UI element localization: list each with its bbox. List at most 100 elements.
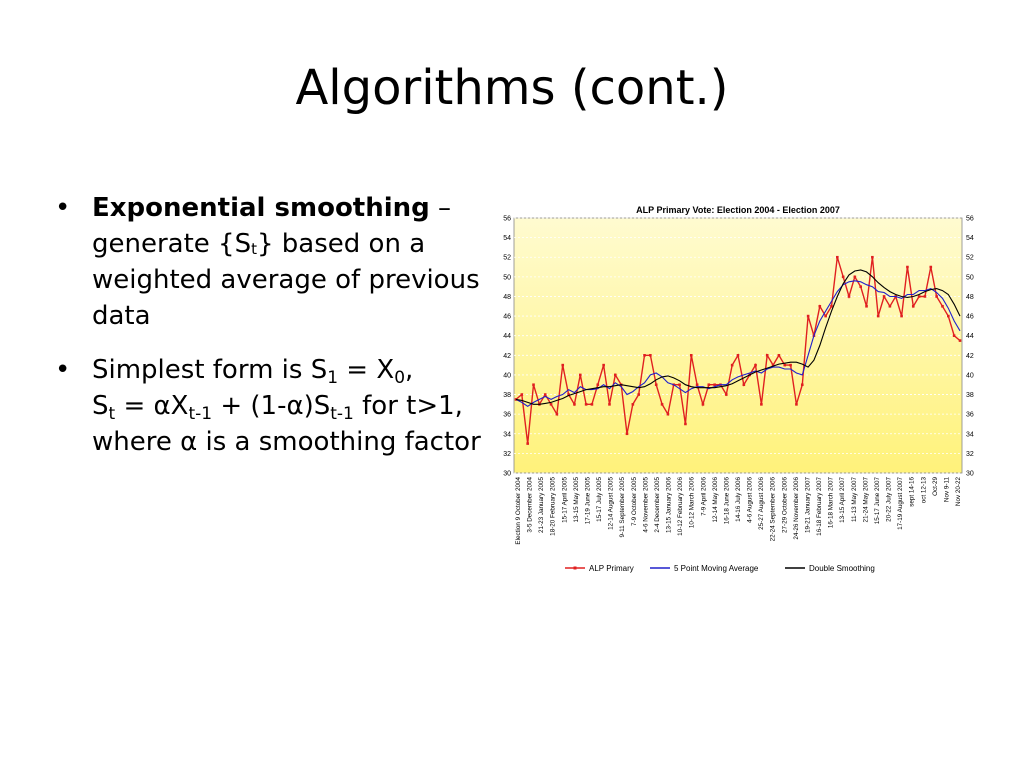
y-tick-label: 54 (966, 235, 974, 242)
bullet-text: S (92, 391, 109, 421)
data-point (760, 403, 763, 406)
x-tick-label: 12-14 August 2005 (608, 477, 615, 530)
data-point (911, 304, 915, 308)
x-tick-label: Nov 9-11 (943, 477, 950, 503)
x-tick-label: 27-29 October 2006 (781, 477, 788, 534)
x-tick-label: oct 12-13 (920, 477, 927, 504)
y-tick-label: 56 (503, 216, 511, 223)
x-tick-label: 13-15 May 2005 (573, 477, 580, 523)
y-tick-label: 30 (966, 471, 974, 478)
x-tick-label: 4-6 November 2005 (642, 477, 649, 533)
legend-marker (573, 566, 577, 570)
subscript: t-1 (330, 404, 354, 424)
y-tick-label: 36 (966, 412, 974, 419)
data-point (935, 295, 938, 298)
series-lines (514, 255, 962, 445)
y-axis-left: 30 32 34 36 38 40 42 44 46 48 50 52 54 56 (503, 216, 511, 478)
data-point (584, 403, 588, 406)
data-point (602, 363, 605, 367)
y-tick-label: 32 (966, 451, 974, 458)
y-tick-label: 50 (503, 274, 511, 281)
y-tick-label: 54 (503, 235, 511, 242)
bullet-text: = αX (115, 391, 189, 421)
data-point (876, 314, 880, 318)
x-tick-label: 9-11 September 2005 (619, 477, 626, 538)
data-point (643, 354, 646, 357)
x-tick-label: 14-16 July 2006 (735, 477, 742, 522)
data-point (923, 295, 927, 298)
bullet-item: • Exponential smoothing – generate {St} … (55, 190, 485, 334)
data-point (847, 295, 851, 298)
data-point (952, 334, 956, 337)
x-tick-label: 15-17 April 2005 (561, 477, 568, 523)
x-tick-label: 15-17 July 2005 (596, 477, 603, 522)
x-tick-label: 3-5 December 2004 (527, 477, 534, 533)
chart-title: ALP Primary Vote: Election 2004 - Electi… (636, 205, 840, 215)
data-point (754, 363, 757, 367)
data-point (841, 275, 845, 279)
x-tick-label: Nov 20-22 (955, 477, 962, 507)
x-tick-label: 24-26 November 2006 (793, 477, 800, 540)
data-point (882, 295, 886, 298)
data-point (543, 393, 547, 396)
x-tick-label: 16-18 March 2007 (828, 477, 835, 529)
data-point (689, 354, 693, 357)
subscript: t (251, 240, 257, 258)
series-line (515, 269, 961, 405)
data-point (649, 354, 652, 357)
data-point (765, 354, 769, 357)
y-tick-label: 48 (966, 294, 974, 301)
data-point (625, 432, 629, 436)
bullet-text: = X (338, 355, 395, 385)
bullet-icon: • (55, 193, 71, 223)
data-point (871, 255, 874, 259)
data-point (771, 363, 775, 367)
data-point (736, 354, 740, 357)
y-tick-label: 52 (966, 255, 974, 262)
data-point (520, 393, 524, 396)
legend: ALP Primary 5 Point Moving Average Double … (565, 564, 875, 573)
legend-label: ALP Primary (589, 564, 634, 573)
data-point (958, 339, 962, 342)
data-point (549, 403, 553, 406)
data-point (830, 304, 833, 308)
data-point (678, 383, 681, 387)
line-chart: ALP Primary Vote: Election 2004 - Electi… (503, 205, 974, 573)
data-point (836, 255, 839, 259)
x-tick-label: 19-21 January 2007 (804, 477, 811, 534)
legend-label: Double Smoothing (809, 564, 875, 573)
bullet-item: • Simplest form is S1 = X0, St = αXt-1 +… (55, 352, 485, 460)
y-tick-label: 56 (966, 216, 974, 223)
y-tick-label: 36 (503, 412, 511, 419)
data-point (596, 383, 600, 387)
data-point (900, 314, 903, 318)
data-point (573, 403, 576, 406)
subscript: t (108, 404, 116, 424)
data-point (742, 383, 746, 387)
subscript: t-1 (188, 404, 213, 424)
data-point (725, 393, 728, 396)
y-tick-label: 50 (966, 274, 974, 281)
series-line (515, 280, 961, 407)
data-point (567, 393, 570, 396)
data-point (859, 285, 862, 288)
x-tick-label: 13-15 April 2007 (839, 477, 846, 523)
data-point (800, 383, 804, 387)
y-tick-label: 42 (966, 353, 974, 360)
legend-label: 5 Point Moving Average (674, 564, 759, 573)
x-tick-label: 22-24 September 2006 (770, 477, 777, 542)
y-tick-label: 40 (966, 372, 974, 379)
data-point (888, 304, 892, 308)
data-point (777, 354, 781, 357)
data-point (824, 314, 827, 318)
data-point (818, 304, 822, 308)
y-tick-label: 30 (503, 471, 511, 478)
x-tick-label: 10-12 February 2006 (677, 477, 684, 536)
data-point (614, 373, 617, 377)
data-point (795, 403, 798, 406)
x-tick-label: 7-9 April 2006 (700, 477, 707, 516)
y-axis-right: 30 32 34 36 38 40 42 44 46 48 50 52 54 56 (966, 216, 974, 478)
x-tick-label: 4-6 August 2006 (747, 477, 754, 523)
data-point (730, 363, 734, 367)
x-tick-label: 16-18 February 2007 (816, 477, 823, 536)
